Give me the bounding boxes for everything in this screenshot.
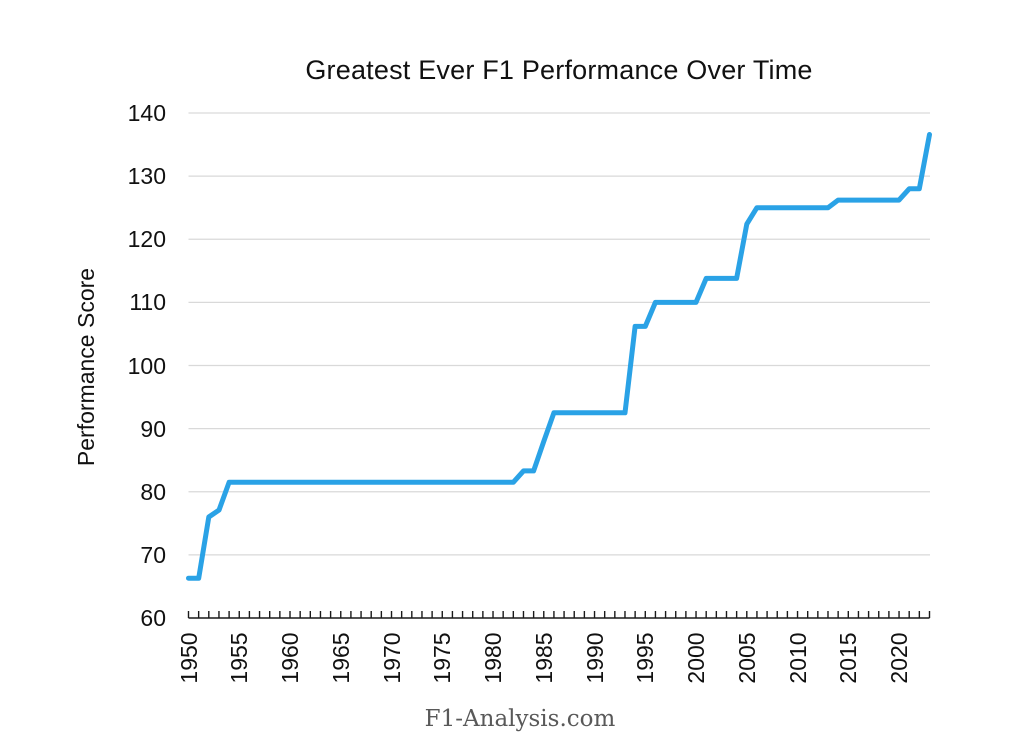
y-tick-label: 90 [140, 415, 166, 442]
y-tick-label: 70 [140, 541, 166, 568]
performance-line [186, 132, 932, 581]
y-tick-label: 100 [127, 352, 166, 379]
x-tick-label: 2000 [683, 632, 710, 684]
source-caption: F1-Analysis.com [424, 706, 616, 732]
x-tick-label: 1990 [581, 632, 608, 684]
x-tick-label: 2015 [835, 632, 862, 684]
chart-title: Greatest Ever F1 Performance Over Time [305, 55, 813, 85]
y-tick-label: 120 [127, 226, 166, 253]
y-tick-label: 140 [127, 100, 166, 126]
y-tick-label: 80 [140, 478, 166, 505]
x-tick-label: 1975 [429, 632, 456, 684]
x-tick-label: 1985 [530, 632, 557, 684]
x-tick-label: 2020 [886, 632, 913, 684]
y-tick-label: 110 [129, 289, 166, 316]
x-tick-label: 1955 [226, 632, 253, 684]
y-tick-label: 60 [140, 605, 166, 631]
x-tick-label: 1995 [632, 632, 659, 684]
x-tick-label: 2010 [784, 632, 811, 684]
y-tick-label: 130 [127, 163, 166, 190]
x-tick-label: 1965 [327, 632, 354, 684]
x-tick-label: 1950 [175, 632, 202, 684]
x-tick-label: 2005 [733, 632, 760, 684]
x-tick-label: 1970 [378, 632, 405, 684]
x-tick-label: 1980 [480, 632, 507, 684]
x-tick-label: 1960 [277, 632, 303, 684]
